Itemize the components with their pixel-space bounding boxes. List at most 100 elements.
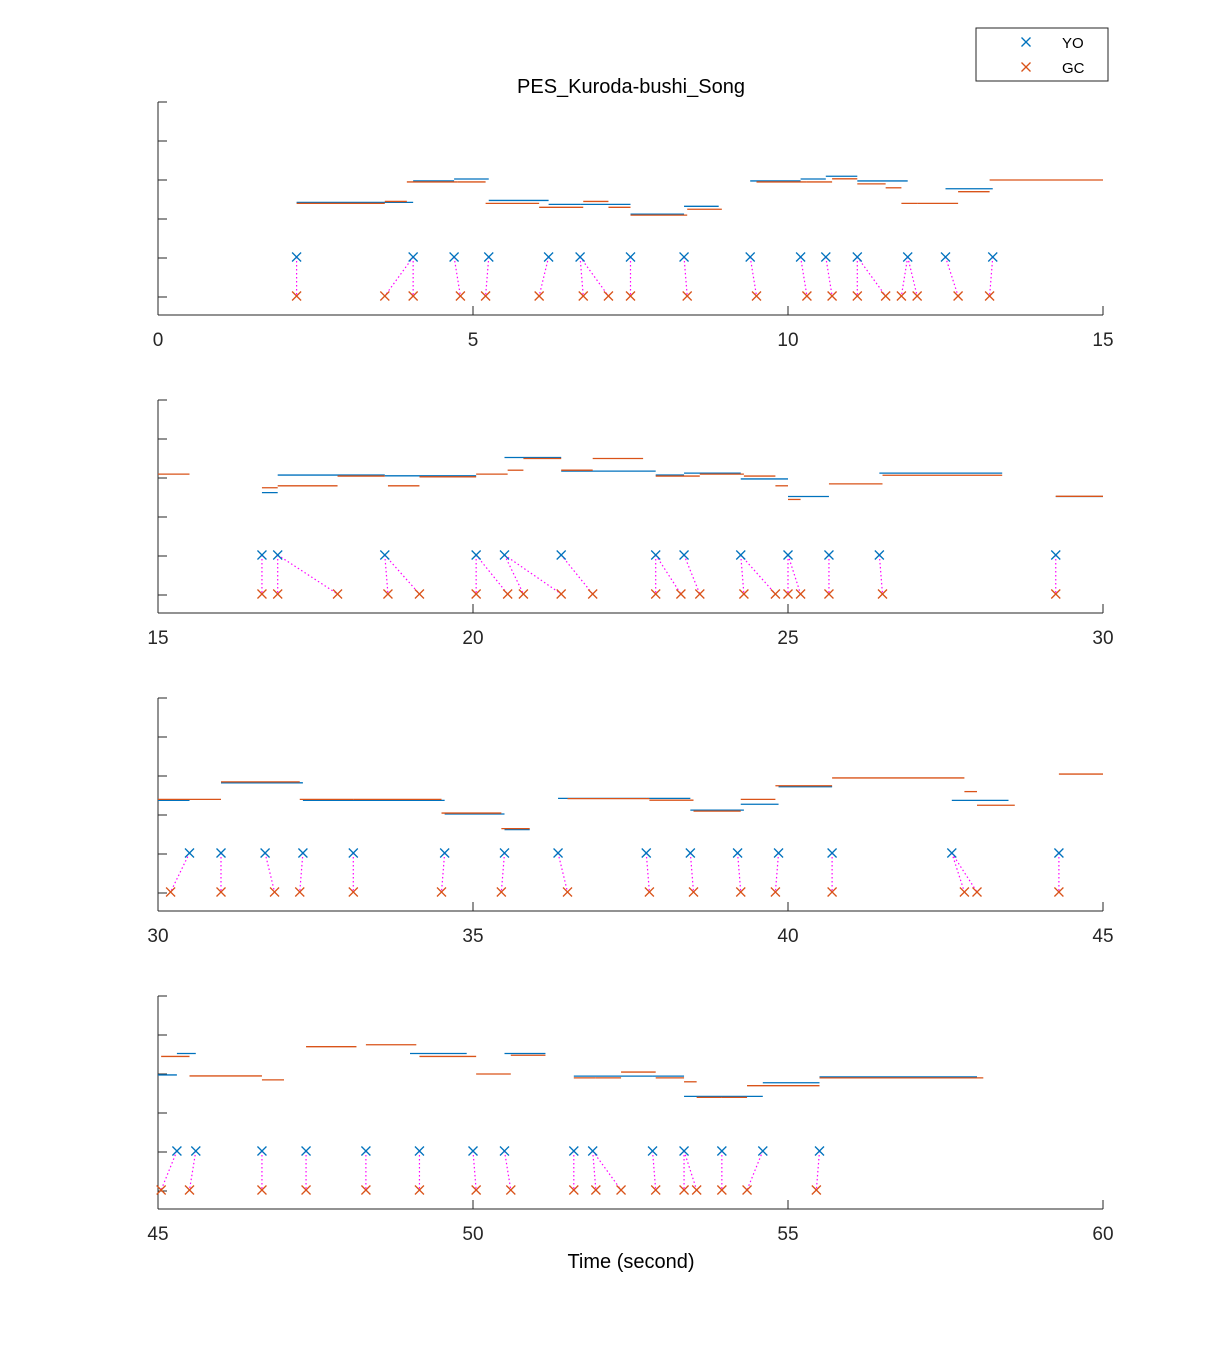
onset-link <box>740 554 776 595</box>
onset-link <box>440 852 446 893</box>
onset-link <box>651 1150 657 1191</box>
gc-onset-marker <box>587 589 598 599</box>
onset-link <box>774 852 780 893</box>
onset-link <box>683 256 688 297</box>
onset-link <box>592 1150 597 1191</box>
gc-onset-marker <box>382 589 393 599</box>
onset-link <box>384 256 414 297</box>
gc-onset-marker <box>984 291 995 301</box>
gc-onset-marker <box>716 1185 727 1195</box>
gc-onset-marker <box>480 291 491 301</box>
onset-link <box>170 852 191 893</box>
panel-1: 0 5 10 15 <box>153 101 1114 351</box>
yo-onset-marker <box>795 252 806 262</box>
yo-onset-marker <box>820 252 831 262</box>
x-tick-label: 55 <box>777 1224 798 1245</box>
gc-onset-marker <box>972 887 982 897</box>
gc-onset-marker <box>688 887 699 897</box>
yo-onset-marker <box>1053 848 1064 858</box>
gc-onset-marker <box>256 589 267 599</box>
legend-marker-yo <box>1021 37 1031 47</box>
gc-onset-marker <box>625 291 636 301</box>
gc-onset-marker <box>650 1185 661 1195</box>
gc-onset-marker <box>801 291 812 301</box>
gc-onset-marker <box>455 291 466 301</box>
x-tick-label: 45 <box>147 1224 168 1245</box>
yo-onset-marker <box>171 1146 182 1156</box>
gc-onset-marker <box>471 589 482 599</box>
gc-onset-marker <box>436 887 447 897</box>
gc-onset-marker <box>301 1185 312 1195</box>
yo-onset-marker <box>679 1146 690 1156</box>
onset-link <box>746 1150 764 1191</box>
gc-onset-marker <box>770 887 781 897</box>
gc-onset-marker <box>568 1185 579 1195</box>
yo-onset-marker <box>184 848 195 858</box>
gc-onset-marker <box>953 291 964 301</box>
gc-onset-marker <box>505 1185 516 1195</box>
gc-onset-marker <box>691 1185 702 1195</box>
gc-onset-marker <box>742 1185 753 1195</box>
yo-onset-marker <box>556 550 567 560</box>
onset-link <box>800 256 808 297</box>
gc-onset-marker <box>269 887 280 897</box>
yo-onset-marker <box>745 252 756 262</box>
yo-onset-marker <box>679 252 690 262</box>
yo-onset-marker <box>543 252 554 262</box>
gc-onset-marker <box>216 887 226 897</box>
legend-x-yo <box>1021 37 1031 47</box>
gc-onset-marker <box>644 887 655 897</box>
x-axis-label: Time (second) <box>567 1251 694 1273</box>
gc-onset-marker <box>735 887 746 897</box>
gc-onset-marker <box>770 589 781 599</box>
legend-box <box>975 27 1109 82</box>
yo-onset-marker <box>301 1146 312 1156</box>
yo-onset-marker <box>679 550 690 560</box>
gc-onset-marker <box>556 589 567 599</box>
onset-link <box>503 1150 512 1191</box>
gc-onset-marker <box>496 887 507 897</box>
yo-onset-marker <box>483 252 494 262</box>
onset-link <box>878 554 884 595</box>
yo-onset-marker <box>735 550 746 560</box>
gc-onset-marker <box>291 291 302 301</box>
gc-onset-marker <box>738 589 749 599</box>
panel-2: 15 20 25 30 <box>147 399 1114 649</box>
onset-link <box>740 554 745 595</box>
yo-onset-marker <box>827 848 838 858</box>
yo-onset-marker <box>468 1146 478 1156</box>
onset-link <box>503 554 524 595</box>
yo-onset-marker <box>587 1146 598 1156</box>
gc-onset-marker <box>679 1185 690 1195</box>
onset-link <box>557 852 569 893</box>
yo-onset-marker <box>946 848 957 858</box>
gc-onset-marker <box>694 589 705 599</box>
onset-link <box>188 1150 197 1191</box>
onset-link <box>825 256 833 297</box>
gc-onset-marker <box>783 589 793 599</box>
yo-onset-marker <box>216 848 226 858</box>
gc-onset-marker <box>408 291 419 301</box>
panel-4: 45 50 55 60 <box>147 995 1114 1245</box>
yo-onset-marker <box>499 1146 510 1156</box>
yo-onset-marker <box>360 1146 371 1156</box>
yo-onset-marker <box>716 1146 727 1156</box>
yo-onset-marker <box>348 848 359 858</box>
onset-link <box>485 256 490 297</box>
gc-onset-marker <box>534 291 545 301</box>
panels-group: 0 5 10 15 15 20 25 30 30 35 40 45 45 50 55 60 <box>147 101 1114 1245</box>
onset-link <box>579 256 584 297</box>
gc-onset-marker <box>165 887 176 897</box>
gc-onset-marker <box>518 589 529 599</box>
yo-onset-marker <box>190 1146 201 1156</box>
yo-onset-marker <box>439 848 450 858</box>
panel-3: 30 35 40 45 <box>147 697 1114 947</box>
gc-onset-marker <box>562 887 573 897</box>
gc-onset-marker <box>650 589 661 599</box>
onset-link <box>907 256 918 297</box>
yo-onset-marker <box>641 848 652 858</box>
x-tick-label: 25 <box>777 628 798 649</box>
yo-onset-marker <box>379 550 390 560</box>
gc-onset-marker <box>1053 887 1064 897</box>
